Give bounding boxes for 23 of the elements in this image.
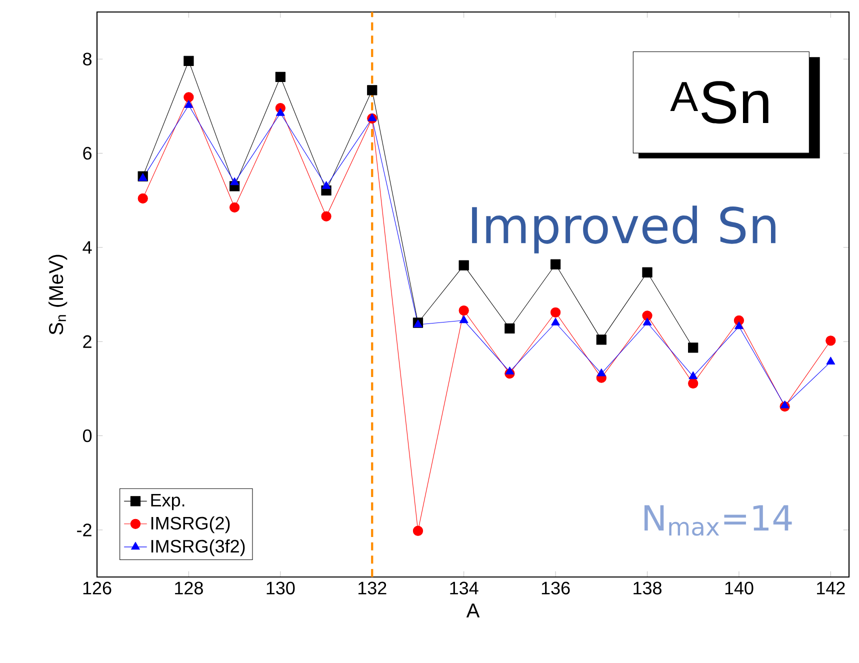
x-tick-label: 138 [634,582,662,594]
y-tick-label: 6 [83,146,92,160]
annotation: Improved Sn [472,206,776,254]
y-tick-label: 2 [83,335,92,348]
y-tick-label: 8 [83,52,92,66]
x-tick-label: 136 [542,582,570,594]
x-axis-title: A [466,604,480,618]
x-tick-label: 132 [358,582,386,594]
annotation: N$_{max}$=14 [644,505,792,536]
x-tick-label: 142 [817,582,845,594]
x-tick-label: 130 [266,582,295,594]
x-tick-label: 126 [83,582,112,594]
legend-label: Exp. [151,494,184,510]
y-tick-label: 0 [82,429,92,442]
y-axis-title: S$_{n}$ (MeV) [48,254,68,334]
annotation: $^{A}$Sn [670,81,768,124]
y-tick-label: -2 [77,524,92,536]
legend-label: IMSRG(3f2) [151,539,245,556]
legend-label: IMSRG(2) [151,516,230,534]
x-tick-label: 134 [450,582,478,594]
x-tick-label: 128 [175,582,203,594]
y-tick-label: 4 [82,241,92,254]
x-tick-label: 140 [725,582,754,594]
